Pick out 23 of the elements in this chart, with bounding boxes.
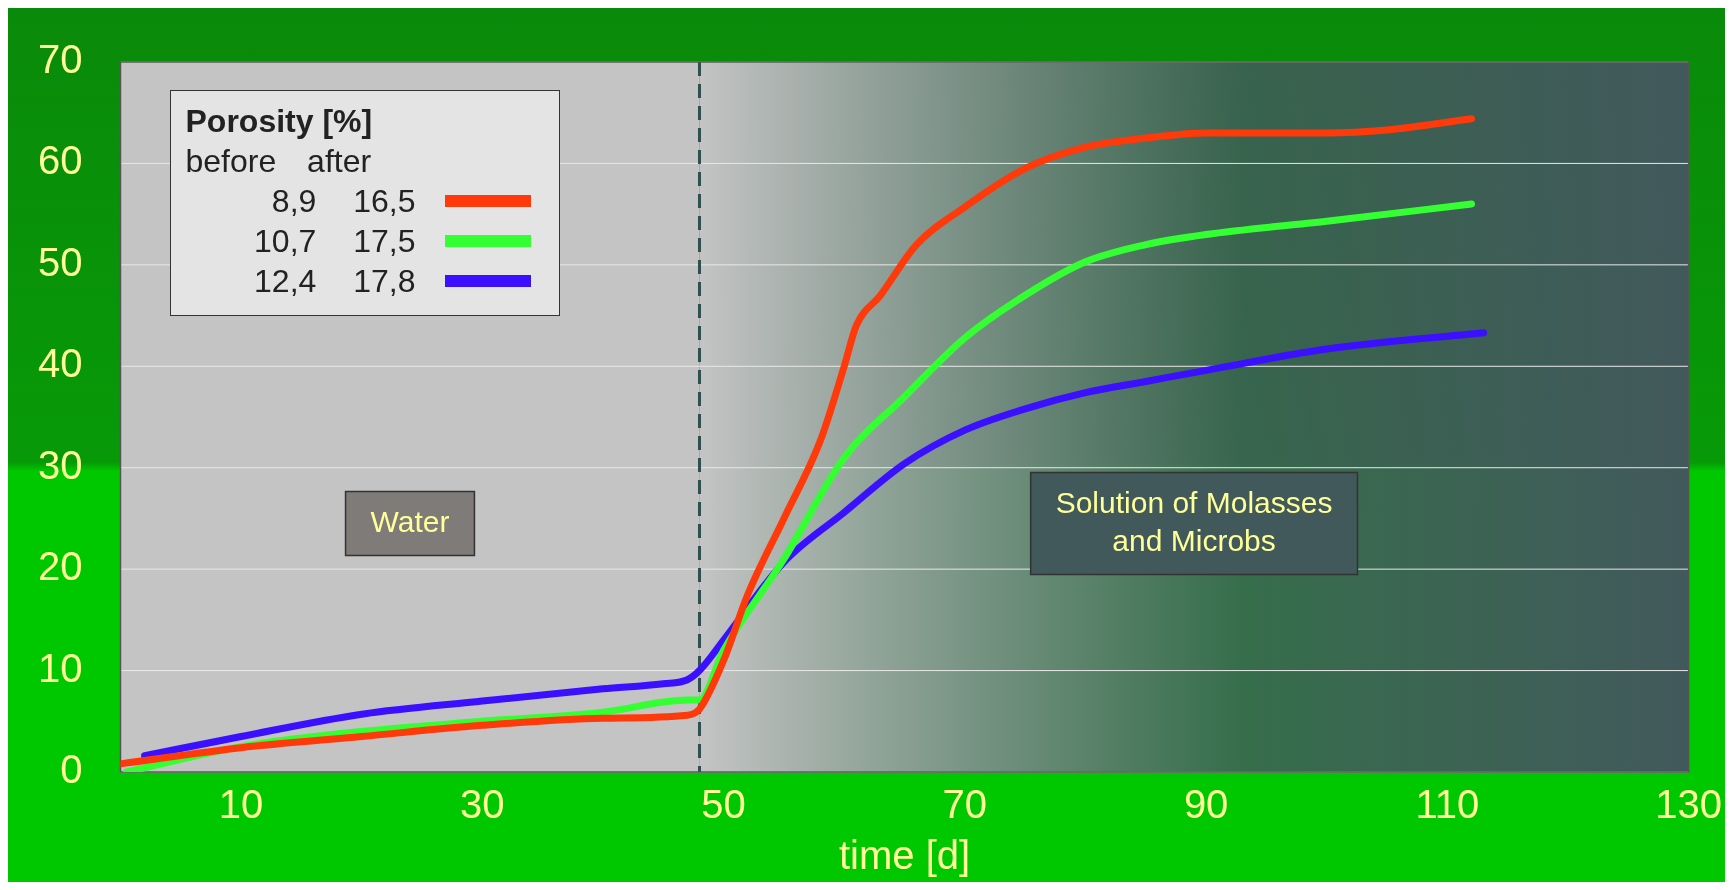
band-label: Water <box>370 504 450 538</box>
x-axis-title: time [d] <box>838 833 971 878</box>
x-tick-label: 50 <box>701 782 746 827</box>
y-tick-label: 30 <box>37 442 83 487</box>
x-tick-label: 30 <box>460 782 505 827</box>
y-tick-label: 50 <box>37 239 83 284</box>
band-label: Solution of Molasses and Microbs <box>1055 485 1333 557</box>
x-tick-label: 130 <box>1655 782 1723 827</box>
x-tick-label: 90 <box>1183 782 1229 827</box>
legend-label: 10,7 17,5 <box>253 222 417 261</box>
legend-title: Porosity [%] <box>185 102 374 141</box>
x-tick-label: 110 <box>1415 782 1480 827</box>
x-tick-label: 10 <box>218 782 264 827</box>
y-tick-label: 10 <box>37 645 83 690</box>
legend-label: 12,4 17,8 <box>253 262 417 301</box>
legend-label: 8,9 16,5 <box>270 182 417 221</box>
y-tick-label: 20 <box>37 544 83 589</box>
x-tick-label: 70 <box>942 782 988 827</box>
y-tick-label: 40 <box>37 341 83 386</box>
y-tick-label: 0 <box>60 747 83 792</box>
y-tick-label: 70 <box>37 37 83 82</box>
y-tick-label: 60 <box>37 138 83 183</box>
annotation: before after <box>185 142 373 181</box>
